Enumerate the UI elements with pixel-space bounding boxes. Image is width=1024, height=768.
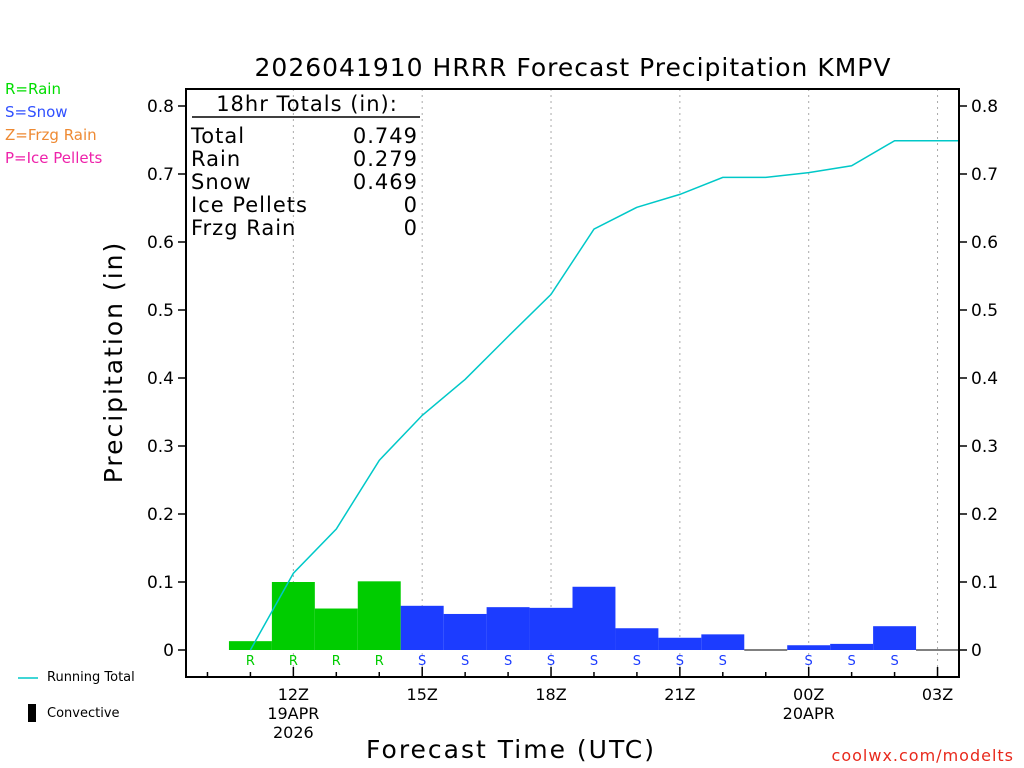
legend-rain: R=Rain bbox=[5, 80, 61, 98]
precip-type-label: S bbox=[590, 654, 598, 669]
y-tick-label-right: 0.6 bbox=[971, 233, 998, 253]
precip-type-label: S bbox=[504, 654, 512, 669]
precip-bar bbox=[314, 608, 358, 650]
precip-type-label: S bbox=[719, 654, 727, 669]
x-tick-label: 12Z bbox=[278, 685, 309, 704]
x-tick-label: 18Z bbox=[535, 685, 566, 704]
totals-box: 18hr Totals (in): Total 0.749 Rain 0.279 Snow… bbox=[190, 92, 420, 240]
totals-heading: 18hr Totals (in): bbox=[216, 92, 398, 116]
legend-frzg-rain: Z=Frzg Rain bbox=[5, 126, 97, 144]
precip-type-label: R bbox=[375, 654, 384, 669]
precip-type-label: S bbox=[676, 654, 684, 669]
precip-bar bbox=[615, 628, 659, 650]
precip-bar bbox=[529, 607, 573, 650]
y-tick-label-left: 0.2 bbox=[147, 505, 174, 525]
x-tick-label: 20APR bbox=[783, 704, 835, 723]
totals-row-label: Rain bbox=[191, 147, 241, 171]
plot-frame bbox=[185, 88, 960, 678]
precip-type-label: S bbox=[633, 654, 641, 669]
precip-bar bbox=[443, 613, 487, 650]
x-tick-label: 21Z bbox=[664, 685, 695, 704]
precip-bar bbox=[572, 586, 616, 650]
running-total-line bbox=[249, 139, 959, 651]
precip-bar bbox=[830, 643, 874, 650]
precip-bar bbox=[486, 607, 530, 650]
running-total-polyline bbox=[249, 139, 959, 651]
x-tick-label: 00Z bbox=[793, 685, 824, 704]
x-axis-label: Forecast Time (UTC) bbox=[366, 735, 656, 764]
y-tick-label-left: 0.5 bbox=[147, 301, 174, 321]
y-tick-label-right: 0.2 bbox=[971, 505, 998, 525]
y-tick-label-left: 0.1 bbox=[147, 573, 174, 593]
y-tick-label-left: 0.6 bbox=[147, 233, 174, 253]
running-total-legend-label: Running Total bbox=[47, 670, 135, 685]
precip-type-label: S bbox=[848, 654, 856, 669]
y-tick-label-left: 0.3 bbox=[147, 437, 174, 457]
totals-row-value: 0.469 bbox=[353, 170, 418, 194]
y-tick-label-right: 0.8 bbox=[971, 97, 998, 117]
totals-row-value: 0.279 bbox=[353, 147, 418, 171]
totals-row-label: Total bbox=[190, 124, 245, 148]
precip-type-label: S bbox=[890, 654, 898, 669]
totals-row-label: Ice Pellets bbox=[191, 193, 308, 217]
precip-type-label: R bbox=[332, 654, 341, 669]
totals-row-value: 0 bbox=[404, 193, 418, 217]
y-tick-label-right: 0.1 bbox=[971, 573, 998, 593]
precip-bar bbox=[658, 637, 702, 650]
totals-row-value: 0.749 bbox=[353, 124, 418, 148]
y-tick-label-right: 0.4 bbox=[971, 369, 998, 389]
grid-lines bbox=[292, 89, 939, 677]
y-tick-label-right: 0.3 bbox=[971, 437, 998, 457]
x-tick-label: 19APR bbox=[267, 704, 319, 723]
y-tick-label-right: 0 bbox=[971, 641, 982, 661]
y-tick-label-left: 0.7 bbox=[147, 165, 174, 185]
legend-snow: S=Snow bbox=[5, 103, 68, 121]
precip-bar bbox=[400, 605, 444, 650]
precip-type-label: S bbox=[805, 654, 813, 669]
y-tick-label-right: 0.5 bbox=[971, 301, 998, 321]
convective-legend-swatch bbox=[28, 704, 36, 722]
totals-row-label: Frzg Rain bbox=[191, 216, 296, 240]
totals-row-value: 0 bbox=[404, 216, 418, 240]
precip-bar bbox=[787, 645, 831, 650]
y-axis-label: Precipitation (in) bbox=[99, 241, 128, 484]
axes: 0 00.1 0.10.2 0.20.3 0.30.4 0.40.5 0.50.6 0.60.… bbox=[147, 97, 998, 742]
precip-bar bbox=[701, 634, 745, 650]
x-tick-label: 2026 bbox=[273, 723, 314, 742]
precip-bar bbox=[357, 581, 401, 650]
y-tick-label-left: 0.8 bbox=[147, 97, 174, 117]
precip-bar bbox=[271, 582, 315, 650]
precip-type-label: S bbox=[418, 654, 426, 669]
precip-bar bbox=[228, 641, 272, 650]
precip-bar bbox=[873, 626, 917, 650]
chart-title: 2026041910 HRRR Forecast Precipitation K… bbox=[255, 53, 892, 82]
precip-bars bbox=[228, 581, 959, 651]
precip-type-label: S bbox=[547, 654, 555, 669]
precip-type-label: R bbox=[289, 654, 298, 669]
totals-row-label: Snow bbox=[191, 170, 252, 194]
precip-type-label: R bbox=[246, 654, 255, 669]
convective-legend-label: Convective bbox=[47, 706, 120, 721]
x-tick-label: 15Z bbox=[407, 685, 438, 704]
y-tick-label-left: 0.4 bbox=[147, 369, 174, 389]
precip-type-label: S bbox=[461, 654, 469, 669]
credit-link[interactable]: coolwx.com/modelts bbox=[831, 746, 1014, 765]
x-tick-label: 03Z bbox=[922, 685, 953, 704]
y-tick-label-left: 0 bbox=[163, 641, 174, 661]
y-tick-label-right: 0.7 bbox=[971, 165, 998, 185]
legend-ice-pellets: P=Ice Pellets bbox=[5, 149, 103, 167]
